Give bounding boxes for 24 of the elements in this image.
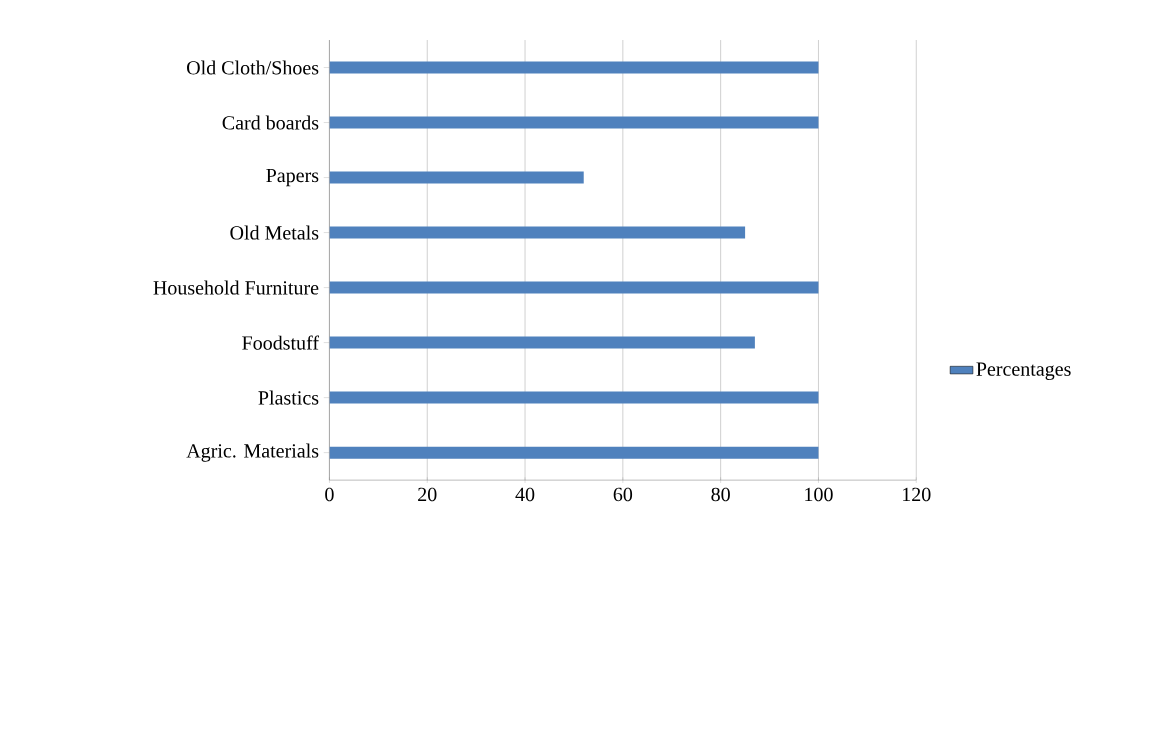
x-tick-label: 60 bbox=[613, 487, 633, 502]
y-tick-label: Old Cloth/Shoes bbox=[187, 60, 319, 75]
bar bbox=[329, 446, 819, 459]
bar bbox=[329, 61, 819, 74]
legend-label: Percentages bbox=[976, 362, 1071, 380]
y-tick-label: Card boards bbox=[222, 115, 319, 130]
bar bbox=[329, 226, 746, 239]
x-tick-label: 80 bbox=[711, 487, 730, 502]
x-tick-label: 40 bbox=[515, 487, 535, 502]
x-tick-label: 0 bbox=[325, 487, 334, 502]
y-tick-label: Foodstuff bbox=[242, 335, 320, 350]
bar bbox=[329, 171, 584, 184]
bar bbox=[329, 391, 819, 404]
bar bbox=[329, 116, 819, 129]
x-tick-label: 20 bbox=[418, 487, 437, 502]
y-tick-label: Old Metals bbox=[230, 225, 319, 240]
y-tick-label: Papers bbox=[266, 168, 319, 187]
y-tick-label: Plastics bbox=[258, 390, 319, 405]
y-tick-label: Agric. Materials bbox=[186, 443, 319, 462]
x-tick-label: 100 bbox=[805, 487, 833, 502]
bar bbox=[329, 281, 819, 294]
x-tick-label: 120 bbox=[903, 487, 931, 502]
y-tick-label: Household Furniture bbox=[153, 280, 319, 295]
bar bbox=[329, 336, 755, 349]
